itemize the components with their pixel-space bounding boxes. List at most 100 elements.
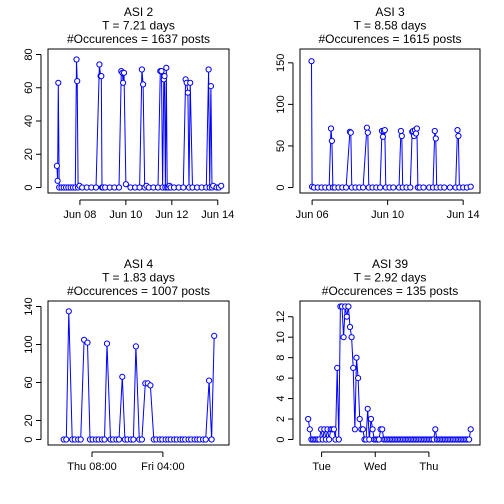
y-axis: 0 50 100 150 [275, 54, 293, 191]
data-point [219, 183, 224, 188]
series-line [64, 311, 215, 439]
data-point [85, 340, 90, 345]
data-point [365, 406, 370, 411]
y-tick-label: 100 [275, 95, 287, 113]
data-point [433, 136, 438, 141]
chart-title-line: ASI 2 [124, 5, 154, 19]
data-point [360, 427, 365, 432]
plot-frame [300, 49, 480, 193]
data-point [55, 178, 60, 183]
chart-title-line: #Occurences = 1637 posts [67, 32, 210, 46]
data-point [66, 309, 71, 314]
chart-title-line: #Occurences = 1007 posts [67, 284, 210, 298]
data-point [74, 57, 79, 62]
data-point [354, 355, 359, 360]
data-point [102, 437, 107, 442]
data-point [346, 304, 351, 309]
y-tick-label: 4 [275, 396, 287, 402]
data-point [93, 185, 98, 190]
data-point [75, 79, 80, 84]
data-point [413, 131, 418, 136]
data-point [344, 185, 349, 190]
y-tick-label: 12 [275, 311, 287, 323]
data-point [382, 128, 387, 133]
data-point [368, 416, 373, 421]
data-point [139, 67, 144, 72]
y-tick-label: 40 [23, 115, 35, 127]
data-point [352, 427, 357, 432]
data-point [347, 324, 352, 329]
y-tick-label: 0 [275, 436, 287, 442]
y-tick-label: 80 [23, 48, 35, 60]
data-point [351, 365, 356, 370]
data-point [99, 74, 104, 79]
data-point [97, 62, 102, 67]
data-point [378, 185, 383, 190]
data-point [421, 185, 426, 190]
x-axis: Tue Wed Thu [312, 452, 438, 473]
x-tick-label: Jun 10 [109, 209, 142, 221]
data-point [181, 185, 186, 190]
data-point [121, 80, 126, 85]
plot-frame [300, 301, 480, 445]
data-point [159, 69, 164, 74]
y-tick-label: 50 [275, 140, 287, 152]
data-point [78, 437, 83, 442]
y-tick-label: 2 [275, 416, 287, 422]
y-tick-label: 60 [23, 376, 35, 388]
data-point [116, 437, 121, 442]
data-point [433, 427, 438, 432]
y-tick-label: 10 [275, 331, 287, 343]
data-point [408, 185, 413, 190]
data-point [468, 427, 473, 432]
data-point [336, 437, 341, 442]
chart-title-line: #Occurences = 135 posts [322, 284, 458, 298]
series-line [57, 60, 221, 188]
x-tick-label: Jun 12 [155, 209, 188, 221]
x-tick-label: Thu 08:00 [67, 461, 117, 473]
x-tick-label: Jun 14 [201, 209, 234, 221]
x-tick-label: Fri 04:00 [141, 461, 184, 473]
chart-title-line: ASI 4 [124, 257, 154, 271]
data-point [364, 125, 369, 130]
y-axis: 02060100140 [23, 297, 41, 442]
chart-title-line: ASI 39 [372, 257, 408, 271]
data-point [131, 437, 136, 442]
y-tick-label: 100 [23, 335, 35, 353]
data-point [64, 437, 69, 442]
data-point [133, 344, 138, 349]
data-point [327, 437, 332, 442]
data-point [56, 80, 61, 85]
series-line [312, 61, 471, 187]
data-point [209, 437, 214, 442]
data-point [328, 126, 333, 131]
data-point [365, 130, 370, 135]
y-tick-label: 0 [23, 184, 35, 190]
data-point [306, 416, 311, 421]
data-point [212, 333, 217, 338]
data-point [335, 365, 340, 370]
x-tick-label: Thu [419, 461, 438, 473]
data-point [370, 427, 375, 432]
data-point [54, 163, 59, 168]
data-point [329, 138, 334, 143]
y-axis: 0 2 4 6 8 10 12 [275, 311, 293, 443]
data-point [391, 185, 396, 190]
data-point [148, 383, 153, 388]
data-point [208, 84, 213, 89]
data-point [206, 67, 211, 72]
x-axis: Thu 08:00 Fri 04:00 [67, 452, 184, 473]
data-point [349, 335, 354, 340]
x-tick-label: Jun 10 [371, 209, 404, 221]
x-tick-label: Tue [312, 461, 331, 473]
x-tick-label: Jun 14 [447, 209, 480, 221]
data-point [207, 378, 212, 383]
data-point [357, 416, 362, 421]
chart-panel-2: ASI 4T = 1.83 days#Occurences = 1007 pos… [23, 257, 229, 473]
x-axis: Jun 08 Jun 10 Jun 12 Jun 14 [63, 200, 234, 221]
data-point [467, 437, 472, 442]
chart-title-line: T = 8.58 days [354, 19, 427, 33]
chart-title-line: ASI 3 [375, 5, 405, 19]
y-tick-label: 0 [275, 184, 287, 190]
